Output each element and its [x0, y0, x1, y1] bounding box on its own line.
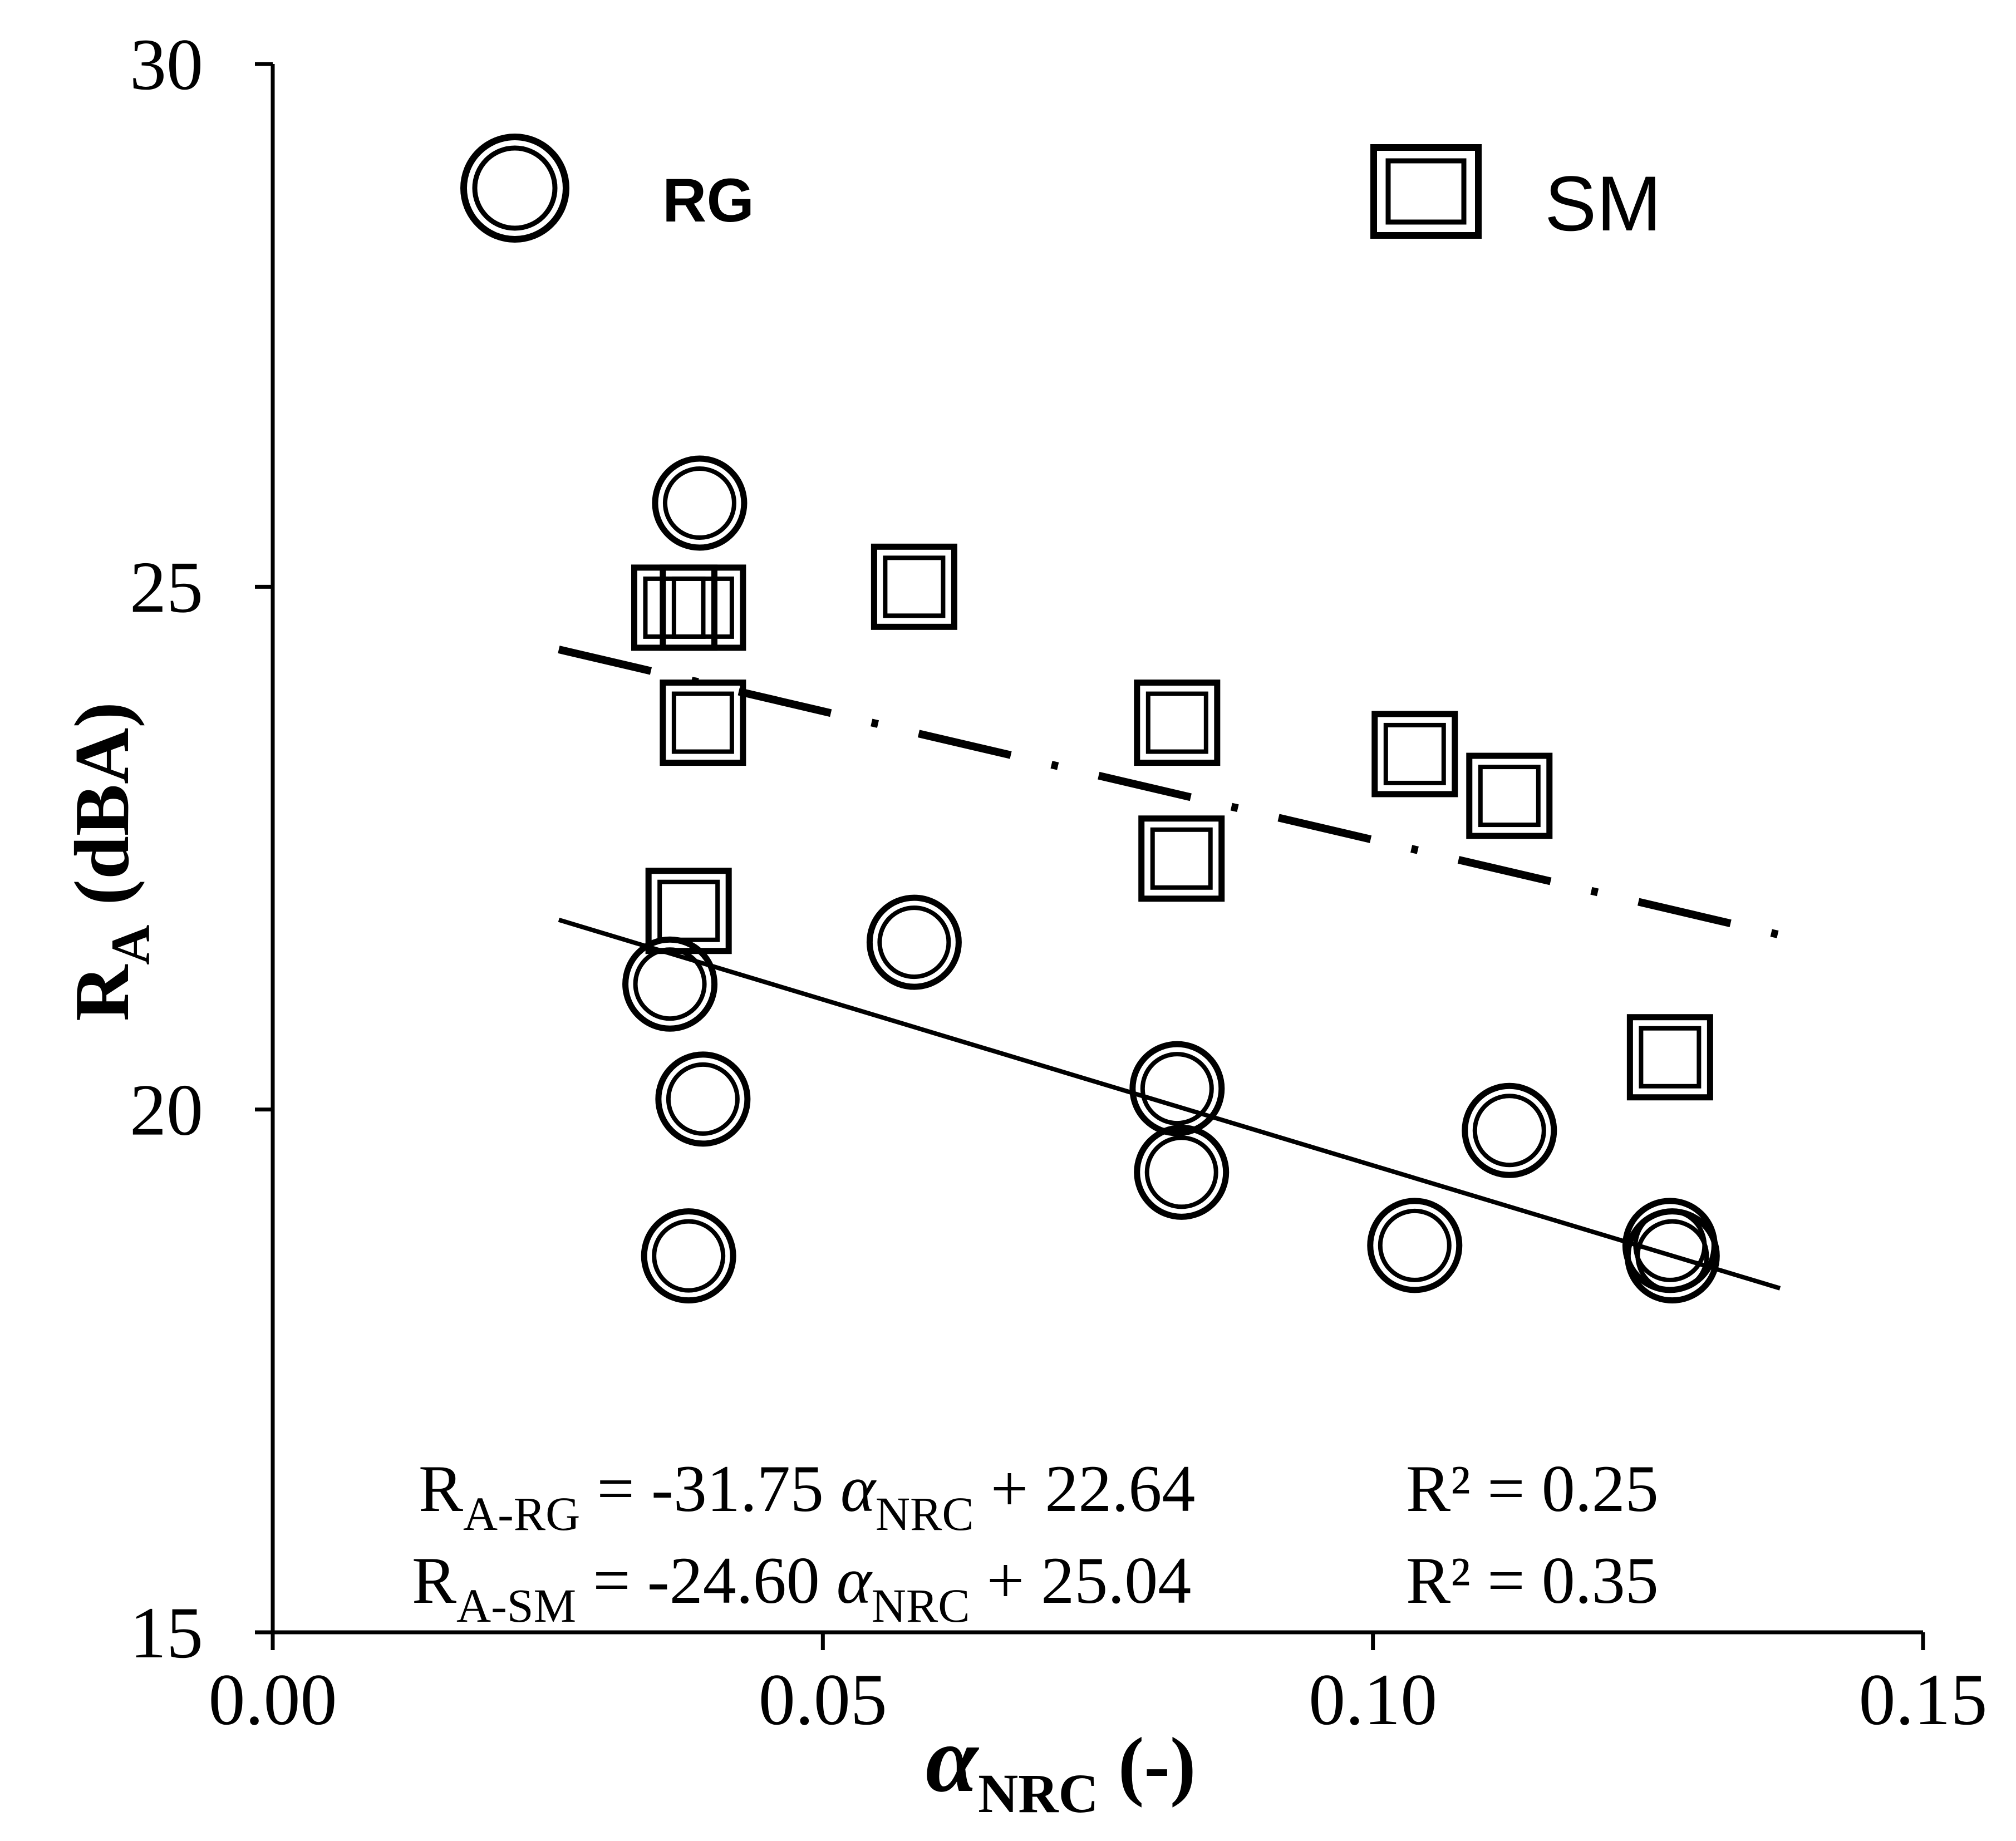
ticks: 0.00 0.05 0.10 0.15 15 20 25 30: [130, 23, 1988, 1740]
legend-marker-sm: [1370, 144, 1482, 239]
point-rg: [1367, 1198, 1463, 1293]
point-rg: [641, 1208, 736, 1304]
equation-annotations: RA-RG = -31.75 αNRC + 22.64 R² = 0.25 RA…: [412, 1451, 1659, 1632]
fit-lines: [558, 646, 1781, 1291]
x-tick-label: 0.05: [759, 1658, 887, 1740]
x-axis-title-main: α: [926, 1707, 980, 1812]
y-tick-label: 30: [130, 23, 203, 105]
point-rg: [1462, 1082, 1557, 1178]
point-sm: [1626, 1014, 1713, 1101]
eq-sm-lhs: R: [412, 1543, 456, 1617]
fit-line-sm: [558, 646, 1781, 939]
fit-line-rg: [558, 917, 1781, 1291]
point-rg: [1129, 1041, 1225, 1136]
legend-marker-rg: [460, 134, 569, 243]
y-tick-label: 20: [130, 1069, 203, 1151]
axes: [271, 64, 1923, 1635]
y-axis-title: RA (dBA): [59, 702, 161, 1021]
point-sm: [1371, 711, 1458, 798]
point-sm: [1134, 680, 1221, 766]
eq-sm-alpha-sub: NRC: [872, 1579, 970, 1632]
point-sm: [1466, 752, 1553, 839]
x-tick-label: 0.15: [1859, 1658, 1988, 1740]
eq-sm-lhs-sub: A-SM: [456, 1579, 576, 1632]
y-axis-title-main: R: [59, 964, 145, 1021]
point-rg: [866, 894, 962, 990]
point-rg: [1624, 1208, 1720, 1304]
x-tick-label: 0.00: [209, 1658, 337, 1740]
data-points: [622, 455, 1720, 1304]
y-tick-label: 15: [130, 1592, 203, 1673]
y-tick-label: 25: [130, 546, 203, 628]
r2-sm: R² = 0.35: [1406, 1543, 1659, 1617]
r2-rg: R² = 0.25: [1406, 1451, 1659, 1525]
eq-sm-rhs-pre: = -24.60: [576, 1543, 837, 1617]
eq-sm-rhs-post: + 25.04: [970, 1543, 1192, 1617]
eq-sm-alpha: α: [837, 1543, 873, 1617]
y-axis-title-suffix: (dBA): [59, 702, 145, 925]
point-sm: [660, 680, 746, 766]
point-sm: [871, 543, 957, 630]
eq-rg-lhs: R: [419, 1451, 463, 1525]
eq-rg-rhs-pre: = -31.75: [580, 1451, 840, 1525]
eq-rg-lhs-sub: A-RG: [463, 1487, 580, 1540]
point-sm: [660, 564, 746, 651]
eq-rg-alpha: α: [840, 1451, 877, 1525]
eq-rg-alpha-sub: NRC: [876, 1487, 974, 1540]
point-rg: [652, 455, 748, 551]
x-axis-title-sub: NRC: [978, 1763, 1099, 1824]
y-axis-title-sub: A: [100, 925, 161, 965]
point-sm: [1138, 815, 1225, 902]
legend-label-sm: SM: [1545, 160, 1661, 247]
legend-label-rg: RG: [662, 166, 754, 235]
legend: RG SM: [460, 134, 1661, 247]
equation-sm: RA-SM = -24.60 αNRC + 25.04: [412, 1543, 1191, 1632]
point-rg: [1134, 1124, 1230, 1220]
x-tick-label: 0.10: [1309, 1658, 1437, 1740]
equation-rg: RA-RG = -31.75 αNRC + 22.64: [419, 1451, 1195, 1540]
x-axis-title-suffix: (-): [1099, 1722, 1196, 1808]
point-rg: [655, 1051, 751, 1147]
eq-rg-rhs-post: + 22.64: [974, 1451, 1196, 1525]
point-sm: [645, 868, 732, 954]
x-axis-title: αNRC (-): [926, 1707, 1196, 1824]
